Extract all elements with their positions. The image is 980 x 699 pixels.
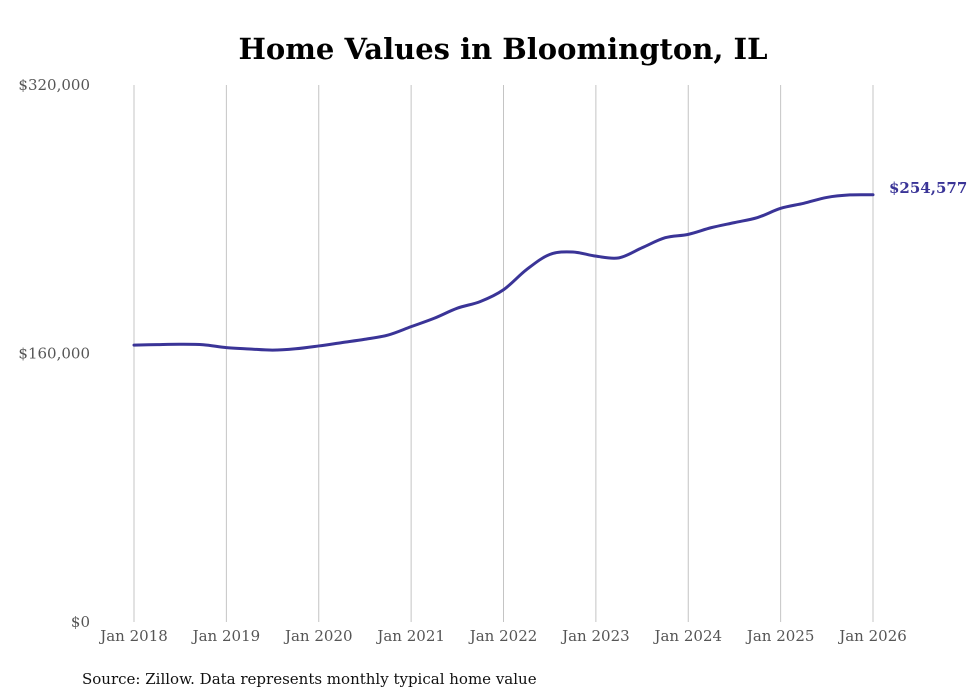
x-tick-label: Jan 2020: [283, 627, 353, 645]
y-axis-ticks: $0 $160,000 $320,000: [18, 76, 90, 631]
series-layer: $254,577: [132, 179, 967, 352]
gridlines: [133, 85, 874, 622]
x-tick-label: Jan 2018: [98, 627, 168, 645]
x-tick-label: Jan 2021: [375, 627, 445, 645]
x-tick-label: Jan 2026: [837, 627, 907, 645]
y-tick-label: $160,000: [18, 345, 90, 363]
end-value-label: $254,577: [889, 179, 967, 197]
y-tick-label: $320,000: [18, 76, 90, 94]
x-tick-label: Jan 2019: [191, 627, 261, 645]
source-note: Source: Zillow. Data represents monthly …: [82, 670, 537, 688]
y-tick-label: $0: [71, 613, 90, 631]
chart-title: Home Values in Bloomington, IL: [238, 32, 767, 66]
x-tick-label: Jan 2022: [468, 627, 538, 645]
x-tick-label: Jan 2023: [560, 627, 630, 645]
series-line: [132, 193, 875, 352]
x-tick-label: Jan 2024: [652, 627, 722, 645]
x-axis-ticks: Jan 2018 Jan 2019 Jan 2020 Jan 2021 Jan 2022…: [98, 627, 907, 645]
x-tick-label: Jan 2025: [745, 627, 815, 645]
